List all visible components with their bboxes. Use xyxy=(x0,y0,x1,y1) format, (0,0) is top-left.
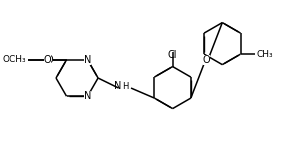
Text: N: N xyxy=(114,81,122,91)
Text: OCH₃: OCH₃ xyxy=(3,55,26,64)
Text: N: N xyxy=(84,91,91,101)
Text: H: H xyxy=(122,82,128,91)
Text: CH₃: CH₃ xyxy=(257,50,273,59)
Text: N: N xyxy=(84,55,91,65)
Text: Cl: Cl xyxy=(168,50,177,60)
Text: O: O xyxy=(43,55,51,65)
Text: O: O xyxy=(46,55,53,65)
Text: O: O xyxy=(203,55,210,65)
